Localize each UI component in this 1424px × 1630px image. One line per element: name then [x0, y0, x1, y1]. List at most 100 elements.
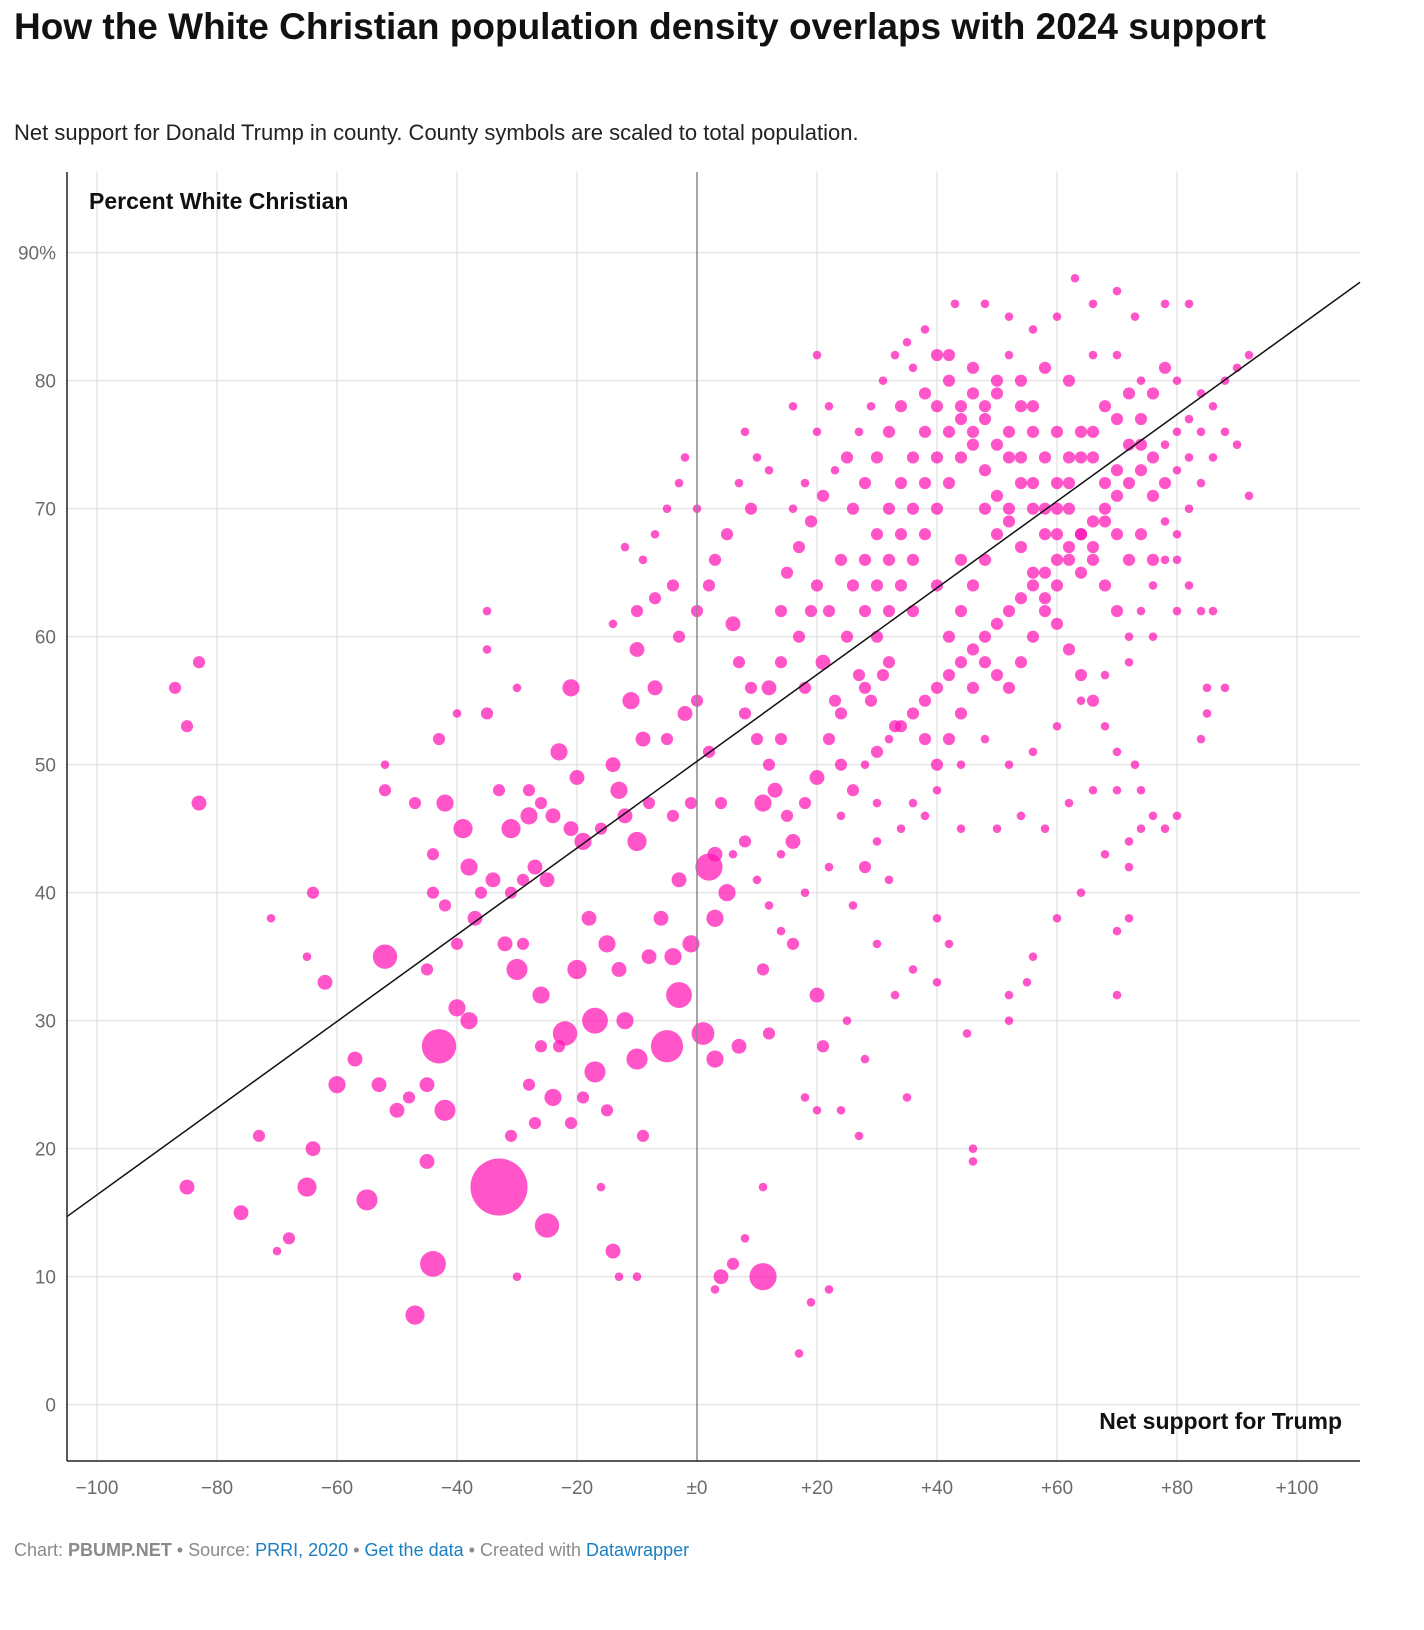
data-point	[1124, 862, 1134, 872]
data-point	[497, 936, 513, 952]
data-point	[1098, 515, 1112, 528]
data-point	[942, 374, 956, 387]
scatter-chart: 0 10 20 30 40 50 60 70 80 90% −100 −80 −60 −40 −20 ±0 +2…	[18, 172, 1361, 1499]
x-tick-label: +40	[921, 1478, 953, 1499]
data-point	[930, 400, 944, 413]
data-point	[1110, 604, 1124, 618]
data-point	[1076, 696, 1086, 705]
data-point	[1148, 581, 1158, 590]
data-point	[528, 1116, 542, 1130]
data-point	[1086, 553, 1100, 566]
data-point	[954, 707, 968, 720]
data-point	[1026, 502, 1040, 515]
data-point	[1124, 632, 1134, 641]
data-point	[764, 901, 774, 910]
data-point	[1002, 425, 1016, 438]
data-point	[930, 348, 944, 362]
data-point	[906, 604, 920, 618]
data-point	[594, 822, 608, 835]
data-point	[1086, 694, 1100, 707]
data-point	[1016, 811, 1026, 821]
data-point	[788, 401, 798, 411]
data-point	[1028, 952, 1038, 961]
data-point	[638, 555, 648, 565]
data-point	[1038, 528, 1052, 541]
data-point	[1134, 528, 1148, 541]
y-tick-label: 40	[35, 884, 56, 905]
data-point	[1146, 553, 1160, 566]
data-point	[920, 325, 930, 334]
x-tick-label: +80	[1161, 1478, 1193, 1499]
data-point	[627, 831, 647, 852]
data-point	[636, 1129, 650, 1142]
data-point	[1014, 540, 1028, 554]
data-point	[876, 668, 890, 682]
data-point	[840, 630, 854, 643]
data-point	[1184, 453, 1194, 462]
data-point	[600, 1104, 614, 1117]
data-point	[706, 909, 724, 927]
x-tick-label: −40	[441, 1478, 473, 1499]
source-link[interactable]: PRRI, 2020	[255, 1540, 349, 1560]
data-point	[660, 732, 674, 746]
footer-chart-prefix: Chart:	[14, 1540, 64, 1560]
data-point	[504, 886, 518, 899]
data-point	[902, 1093, 912, 1102]
data-point	[552, 1040, 566, 1053]
data-point	[608, 619, 618, 629]
data-point	[750, 732, 764, 746]
data-point	[648, 592, 662, 605]
data-point	[1026, 630, 1040, 643]
data-point	[713, 1269, 729, 1285]
data-point	[1004, 312, 1014, 321]
data-point	[846, 784, 860, 797]
data-point	[1172, 811, 1182, 821]
data-point	[1026, 566, 1040, 579]
footer: Chart: PBUMP.NET • Source: PRRI, 2020 • …	[14, 1540, 689, 1561]
data-point	[1158, 476, 1172, 490]
data-point	[954, 604, 968, 618]
footer-chart-source: PBUMP.NET	[68, 1540, 172, 1560]
data-point	[866, 401, 876, 411]
data-point	[297, 1177, 317, 1197]
trendline	[66, 281, 1361, 1218]
data-point	[605, 1243, 621, 1259]
data-point	[482, 606, 492, 616]
data-point	[804, 604, 818, 618]
data-point	[906, 451, 920, 464]
data-point	[1076, 888, 1086, 897]
data-point	[1004, 1016, 1014, 1025]
data-point	[1062, 540, 1076, 554]
data-point	[629, 642, 645, 657]
data-point	[822, 732, 836, 746]
data-point	[1112, 785, 1122, 795]
data-point	[1196, 606, 1206, 616]
get-the-data-link[interactable]: Get the data	[364, 1540, 464, 1560]
data-point	[432, 732, 446, 746]
data-point	[798, 796, 812, 810]
data-point	[522, 1078, 536, 1091]
data-point	[598, 935, 616, 953]
data-point	[776, 849, 786, 859]
data-point	[1202, 683, 1212, 693]
data-point	[420, 963, 434, 976]
data-point	[738, 707, 752, 720]
data-point	[1112, 926, 1122, 936]
datawrapper-link[interactable]: Datawrapper	[586, 1540, 690, 1560]
data-point	[1098, 579, 1112, 592]
data-point	[1172, 376, 1182, 385]
data-point	[894, 400, 908, 413]
data-point	[834, 553, 848, 566]
data-point	[884, 875, 894, 885]
data-point	[1014, 400, 1028, 413]
data-point	[1026, 425, 1040, 438]
footer-created-prefix: Created with	[479, 1540, 582, 1560]
data-point	[734, 478, 744, 488]
data-point	[1172, 427, 1182, 437]
data-point	[954, 412, 968, 426]
data-point	[641, 949, 657, 965]
data-point	[1136, 785, 1146, 795]
data-point	[1202, 709, 1212, 718]
y-tick-label: 80	[35, 372, 56, 393]
data-point	[870, 528, 884, 541]
